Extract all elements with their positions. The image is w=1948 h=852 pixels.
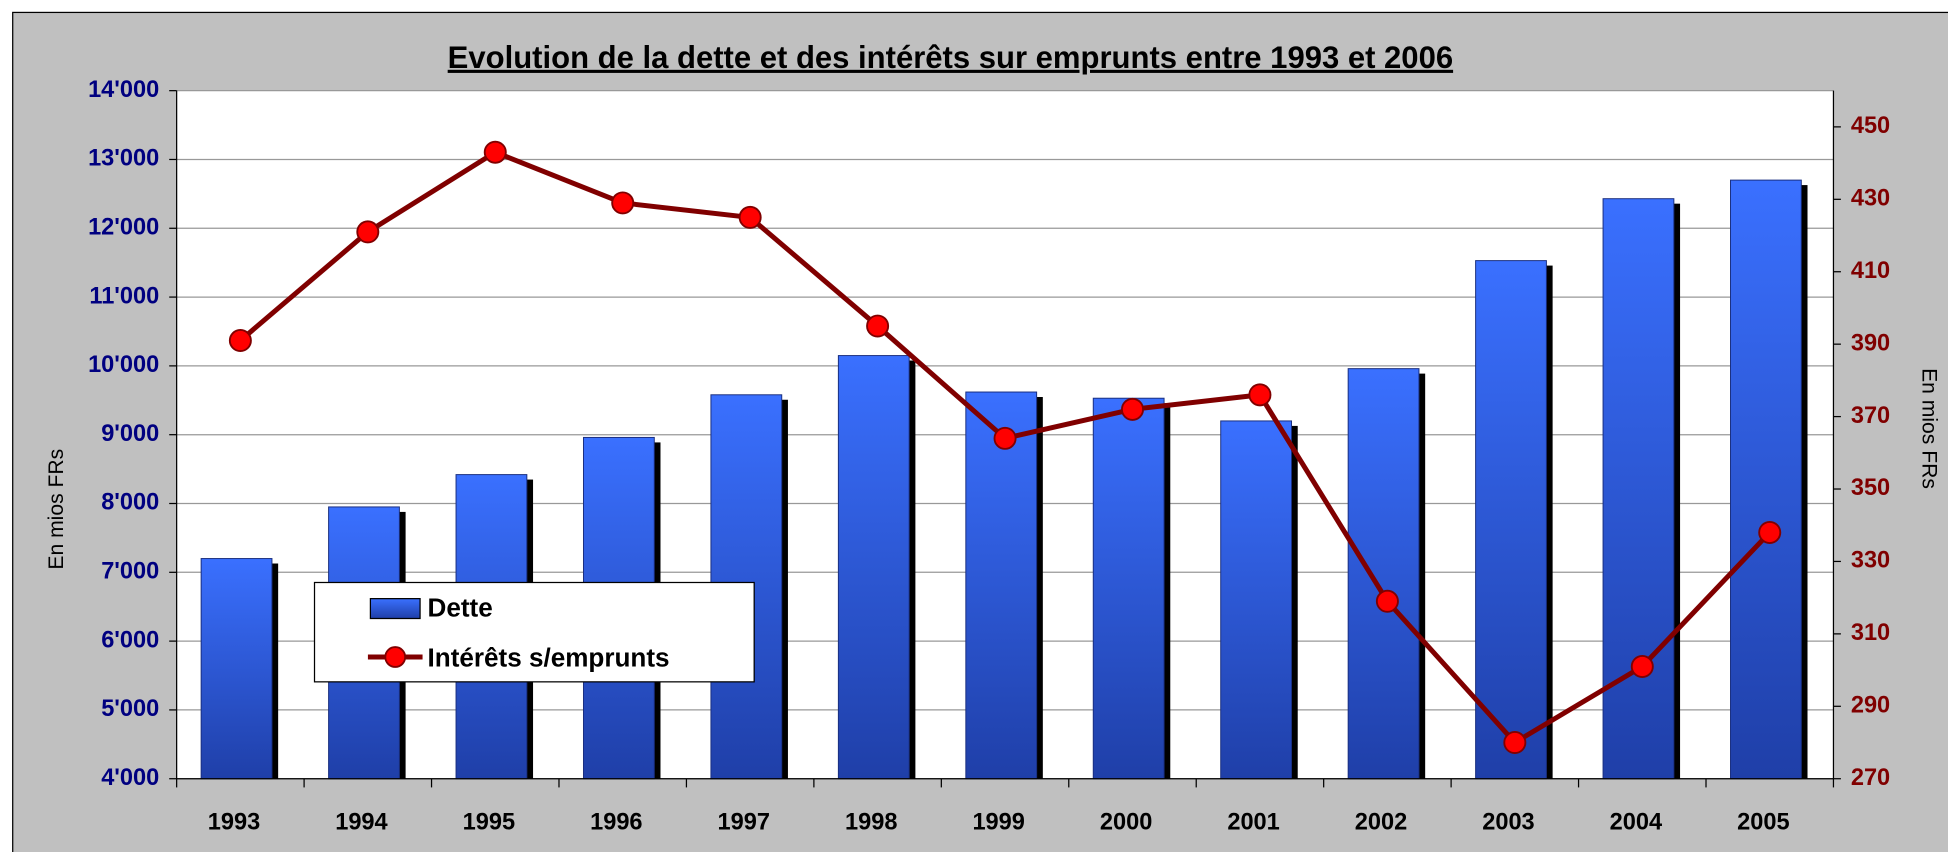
x-tick-label: 1997: [718, 809, 770, 835]
x-tick-label: 1999: [972, 809, 1024, 835]
line-marker: [228, 329, 252, 353]
x-tick-label: 1994: [335, 809, 387, 835]
bar: [1730, 179, 1802, 780]
line-marker: [483, 140, 507, 164]
bar: [1092, 397, 1165, 780]
y-tick-label: 12'000: [88, 214, 159, 240]
y2-tick-label: 450: [1851, 112, 1890, 138]
bar: [1347, 368, 1420, 780]
x-tick-label: 2004: [1610, 809, 1662, 835]
line-marker: [1248, 383, 1272, 407]
y-tick-label: 11'000: [89, 282, 159, 308]
line-marker: [1630, 654, 1654, 678]
y2-tick-label: 410: [1851, 257, 1890, 283]
y-tick-label: 6'000: [101, 626, 159, 652]
y2-axis-label: En mios FRs: [1917, 368, 1940, 489]
legend: Dette Intérêts s/emprunts: [313, 581, 755, 683]
y2-tick-label: 350: [1851, 474, 1890, 500]
y2-tick-label: 290: [1851, 692, 1890, 718]
bar: [965, 391, 1038, 780]
line-layer: [228, 140, 1782, 754]
line-marker: [1503, 731, 1527, 754]
line-marker: [1121, 397, 1144, 421]
y2-tick-label: 310: [1851, 619, 1890, 645]
y-tick-label: 5'000: [101, 695, 159, 721]
x-tick-label: 1998: [845, 809, 897, 835]
y-tick-label: 8'000: [101, 489, 159, 515]
line-marker: [1758, 520, 1782, 544]
line-marker: [1375, 589, 1399, 613]
legend-swatch: [369, 598, 421, 620]
line-marker: [738, 205, 762, 229]
y-tick-label: 4'000: [101, 764, 159, 790]
line-marker: [356, 220, 380, 244]
y2-tick-label: 370: [1851, 402, 1890, 428]
line-marker: [611, 191, 635, 215]
x-tick-label: 1995: [463, 809, 515, 835]
bar: [1475, 260, 1547, 780]
legend-label: Dette: [428, 593, 493, 623]
y2-tick-label: 430: [1851, 185, 1890, 211]
x-tick-label: 1996: [590, 809, 642, 835]
y2-tick-label: 270: [1851, 764, 1890, 790]
x-tick-label: 2001: [1227, 809, 1279, 835]
y-axis-label: En mios FRs: [45, 449, 68, 570]
x-tick-label: 1993: [208, 809, 260, 835]
x-tick-label: 2005: [1737, 809, 1789, 835]
bar: [200, 558, 273, 780]
y-tick-label: 9'000: [101, 420, 159, 446]
line-marker: [993, 426, 1017, 450]
legend-label: Intérêts s/emprunts: [428, 642, 670, 672]
bar: [1220, 420, 1293, 780]
x-tick-label: 2002: [1355, 809, 1407, 835]
y-tick-label: 7'000: [101, 558, 159, 584]
bar: [1602, 198, 1675, 780]
y2-tick-label: 390: [1851, 329, 1890, 355]
y-tick-label: 14'000: [88, 76, 159, 102]
y2-tick-label: 330: [1851, 547, 1890, 573]
y-tick-label: 10'000: [88, 351, 159, 377]
line-marker: [866, 314, 890, 338]
x-tick-label: 2003: [1482, 809, 1534, 835]
y-tick-label: 13'000: [88, 145, 159, 171]
bar: [837, 355, 910, 780]
axes: 4'000 5'000 6'000 7'000 8'000 9'000 10'000 11'0…: [88, 76, 1890, 835]
x-tick-label: 2000: [1100, 809, 1152, 835]
chart-title: Evolution de la dette et des intérêts su…: [448, 40, 1453, 75]
legend-marker: [384, 646, 407, 668]
